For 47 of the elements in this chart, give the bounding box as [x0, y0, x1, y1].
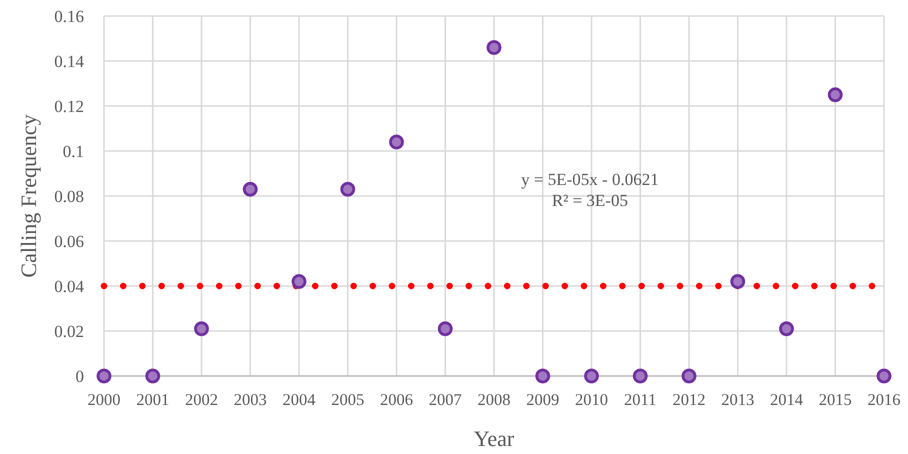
x-tick-label: 2014	[770, 390, 803, 409]
annotation: R² = 3E-05	[552, 191, 628, 210]
point	[292, 274, 306, 289]
point	[632, 368, 648, 384]
y-axis-title: Calling Frequency	[16, 114, 41, 278]
x-tick-label: 2004	[282, 390, 316, 409]
x-axis-title: Year	[474, 426, 515, 451]
x-tick-label: 2013	[721, 390, 754, 409]
y-tick-label: 0.1	[62, 142, 84, 161]
point	[828, 87, 843, 102]
y-tick-label: 0.12	[54, 96, 84, 116]
x-tick-label: 2016	[868, 390, 900, 409]
x-tick-label: 2006	[380, 390, 413, 409]
x-tick-label: 2007	[428, 390, 462, 409]
point	[535, 368, 550, 384]
point	[96, 368, 112, 384]
x-tick-label: 2001	[136, 390, 170, 409]
point	[340, 182, 356, 197]
x-tick-label: 2005	[331, 390, 364, 409]
y-tick-label: 0.16	[54, 6, 84, 26]
point	[145, 368, 160, 384]
point	[682, 368, 696, 384]
point	[242, 182, 258, 197]
x-tick-label: 2009	[526, 390, 560, 409]
x-tick-label: 2003	[234, 390, 267, 409]
point	[438, 321, 453, 336]
point	[730, 274, 746, 289]
point	[876, 368, 892, 384]
annotation: y = 5E-05x - 0.0621	[521, 170, 659, 190]
x-tick-label: 2011	[624, 390, 656, 409]
x-tick-label: 2010	[575, 390, 608, 409]
point	[584, 368, 599, 384]
y-tick-label: 0	[76, 366, 84, 386]
y-tick-label: 0.08	[54, 186, 84, 206]
x-tick-label: 2000	[88, 390, 120, 409]
point	[194, 321, 209, 336]
point	[486, 40, 502, 55]
x-tick-label: 2015	[818, 390, 852, 409]
point	[389, 134, 404, 150]
x-tick-label: 2012	[672, 390, 706, 409]
y-tick-label: 0.02	[54, 322, 84, 341]
x-tick-label: 2002	[185, 390, 218, 409]
x-tick-label: 2008	[478, 390, 510, 409]
point	[779, 321, 794, 336]
y-tick-label: 0.06	[54, 232, 84, 251]
y-tick-label: 0.04	[54, 276, 84, 296]
y-tick-label: 0.14	[54, 52, 84, 71]
